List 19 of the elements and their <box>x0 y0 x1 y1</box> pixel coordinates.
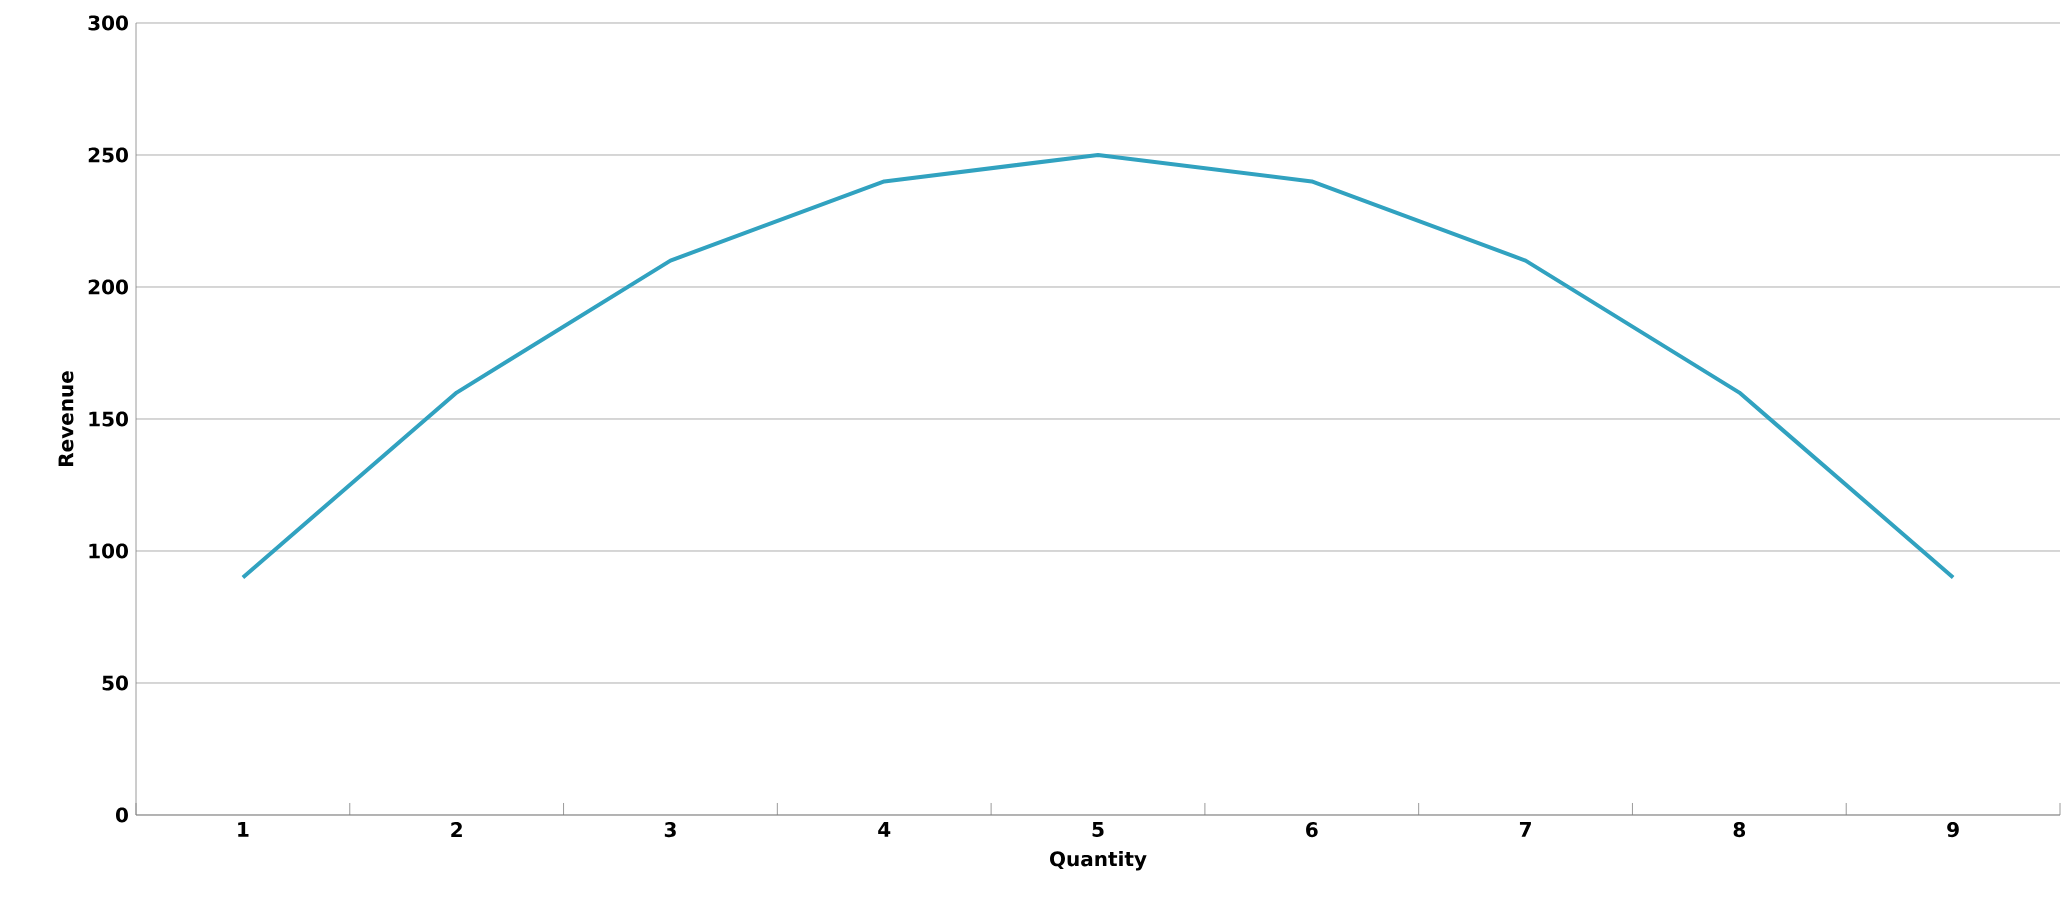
y-tick-label: 100 <box>89 543 128 559</box>
x-tick-label: 7 <box>1519 822 1531 837</box>
y-tick-label: 0 <box>115 807 128 823</box>
x-tick-label: 6 <box>1306 822 1318 838</box>
y-tick-label: 150 <box>89 411 128 427</box>
x-tick-label: 9 <box>1947 822 1959 838</box>
x-axis-title: Quantity <box>1050 850 1147 871</box>
x-tick-label: 5 <box>1092 822 1104 837</box>
x-tick-label: 4 <box>878 822 891 837</box>
x-tick-label: 2 <box>451 822 462 837</box>
x-tick-label: 3 <box>664 822 676 838</box>
y-axis-title: Revenue <box>58 371 74 466</box>
y-tick-label: 50 <box>102 675 128 691</box>
x-tick-label: 1 <box>238 822 249 837</box>
y-tick-label: 200 <box>88 279 128 295</box>
x-tick-label: 8 <box>1733 822 1746 838</box>
y-tick-label: 300 <box>88 15 128 31</box>
y-tick-label: 250 <box>88 147 128 163</box>
line-series <box>240 152 1956 580</box>
